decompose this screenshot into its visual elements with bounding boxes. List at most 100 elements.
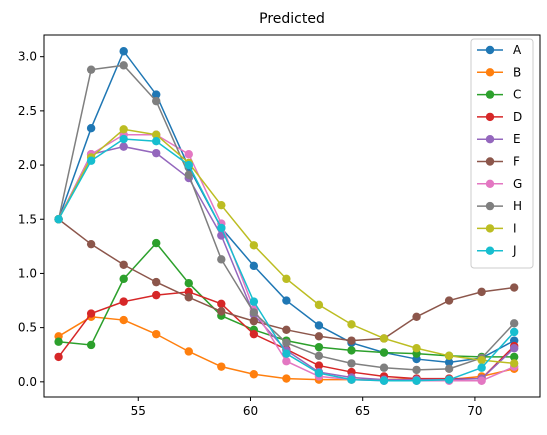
legend-item-C: C: [477, 88, 521, 102]
data-point: [509, 319, 519, 328]
data-point: [249, 297, 259, 306]
data-point: [282, 325, 291, 335]
y-tick-label: 3.0: [18, 50, 37, 64]
data-point: [412, 344, 421, 353]
data-point: [314, 342, 324, 352]
y-tick-label: 2.5: [18, 104, 37, 118]
data-point: [119, 274, 128, 284]
data-point: [184, 347, 193, 356]
legend-item-A: A: [477, 43, 522, 57]
x-axis: 55 60 65 70: [131, 397, 483, 418]
data-point: [119, 47, 128, 56]
legend-swatch-marker: [485, 246, 495, 255]
data-point: [86, 340, 96, 350]
data-point: [249, 241, 259, 250]
legend-swatch-marker: [485, 224, 495, 233]
x-tick-label: 65: [355, 404, 370, 418]
data-point: [444, 364, 454, 374]
data-point: [379, 348, 389, 357]
legend-label: A: [513, 43, 522, 57]
x-tick-label: 60: [243, 404, 258, 418]
data-point: [152, 96, 161, 106]
legend-item-G: G: [477, 177, 522, 191]
data-point: [119, 260, 128, 269]
legend-swatch-marker: [485, 135, 495, 144]
data-point: [509, 344, 519, 353]
data-point: [119, 125, 128, 134]
data-point: [152, 238, 161, 248]
data-point: [152, 137, 161, 146]
data-point: [86, 156, 96, 165]
data-point: [477, 287, 486, 297]
legend-swatch-marker: [485, 112, 495, 122]
data-point: [152, 329, 161, 339]
data-point: [412, 312, 421, 321]
data-point: [314, 300, 324, 310]
data-point: [509, 352, 519, 362]
data-point: [249, 308, 259, 317]
series-line: [57, 291, 515, 380]
data-point: [217, 362, 226, 371]
series-line: [57, 64, 515, 371]
data-point: [152, 277, 161, 287]
data-point: [347, 346, 356, 355]
data-point: [119, 142, 128, 151]
legend-swatch-marker: [485, 45, 495, 55]
data-point: [282, 338, 291, 348]
data-point: [86, 239, 96, 249]
legend-item-D: D: [477, 110, 522, 124]
data-point: [282, 274, 291, 284]
data-point: [509, 327, 519, 337]
data-point: [477, 376, 486, 385]
data-point: [282, 296, 291, 305]
legend-swatch-marker: [485, 201, 495, 211]
y-tick-label: 0.0: [18, 375, 37, 389]
series-line: [57, 49, 515, 364]
data-point: [249, 316, 259, 326]
data-point: [314, 361, 324, 370]
legend-item-J: J: [477, 244, 517, 258]
legend-swatch-marker: [485, 157, 495, 166]
data-point: [184, 170, 193, 180]
legend-label: H: [513, 199, 522, 213]
data-point: [119, 134, 128, 144]
data-point: [152, 90, 161, 99]
data-point: [54, 215, 63, 224]
data-point: [379, 363, 389, 372]
data-point: [119, 315, 128, 325]
data-point: [54, 337, 63, 346]
legend-item-B: B: [477, 65, 521, 79]
data-point: [314, 321, 324, 330]
legend-item-H: H: [477, 199, 522, 213]
legend-swatch-marker: [485, 68, 495, 77]
legend-label: G: [513, 177, 522, 191]
y-tick-label: 1.5: [18, 212, 37, 226]
data-point: [347, 375, 356, 384]
data-point: [477, 355, 486, 365]
data-point: [444, 375, 454, 384]
data-point: [217, 307, 226, 316]
data-point: [249, 329, 259, 339]
data-point: [379, 376, 389, 385]
data-point: [412, 365, 421, 375]
legend-swatch-marker: [485, 90, 495, 99]
data-point: [217, 255, 226, 264]
y-tick-label: 2.0: [18, 158, 37, 172]
data-point: [54, 352, 63, 362]
data-point: [217, 200, 226, 210]
legend-item-F: F: [477, 155, 520, 169]
legend-item-E: E: [477, 132, 521, 146]
plot-lines: [54, 47, 519, 385]
data-point: [444, 351, 454, 361]
data-point: [184, 160, 193, 170]
legend-label: D: [513, 110, 522, 124]
legend-label: I: [513, 221, 517, 235]
data-point: [412, 376, 421, 385]
data-point: [444, 296, 454, 305]
legend-item-I: I: [477, 221, 517, 235]
data-point: [86, 309, 96, 318]
data-point: [152, 290, 161, 300]
series-J: [54, 134, 519, 385]
y-tick-label: 0.5: [18, 321, 37, 335]
